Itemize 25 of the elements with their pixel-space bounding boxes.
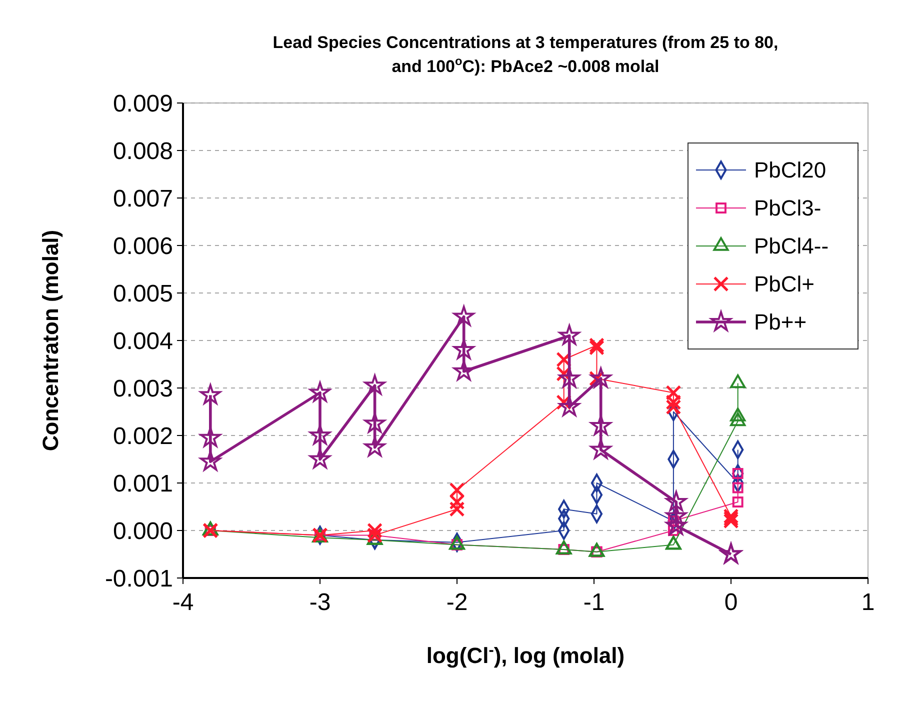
x-axis-title: log(Cl$^{-}$), log (molal): [426, 642, 625, 668]
y-tick-label: 0.008: [112, 138, 173, 165]
x-tick-label: 1: [861, 589, 875, 616]
legend-label: PbCl+: [754, 272, 815, 297]
y-tick-label: 0.001: [112, 470, 173, 498]
x-tick-label: -4: [172, 589, 194, 616]
y-tick-label: 0.006: [112, 232, 173, 260]
y-tick-label: 0.005: [112, 280, 173, 308]
legend-label: PbCl3-: [754, 196, 822, 221]
legend-label: PbCl4--: [754, 234, 829, 259]
y-axis-title: Concentraton (molal): [38, 230, 63, 452]
y-tick-label: 0.002: [112, 422, 173, 450]
chart-title: Lead Species Concentrations at 3 temperatures (from 25 to 80, and 100$^{o}$C): PbAce2 ~0.008 molal: [272, 33, 778, 76]
x-tick-label: -3: [309, 589, 331, 616]
y-tick-label: -0.001: [104, 565, 173, 592]
x-tick-label: -1: [583, 589, 605, 616]
y-tick-label: 0.004: [112, 328, 173, 355]
y-tick-label: 0.007: [112, 185, 173, 212]
legend-label: PbCl20: [754, 158, 826, 183]
y-tick-label: 0.009: [112, 90, 173, 118]
x-tick-label: 0: [724, 589, 738, 616]
y-tick-label: 0.003: [112, 375, 173, 402]
y-tick-label: 0.000: [112, 518, 173, 545]
legend-label: Pb++: [754, 310, 807, 335]
x-tick-label: -2: [446, 589, 468, 616]
